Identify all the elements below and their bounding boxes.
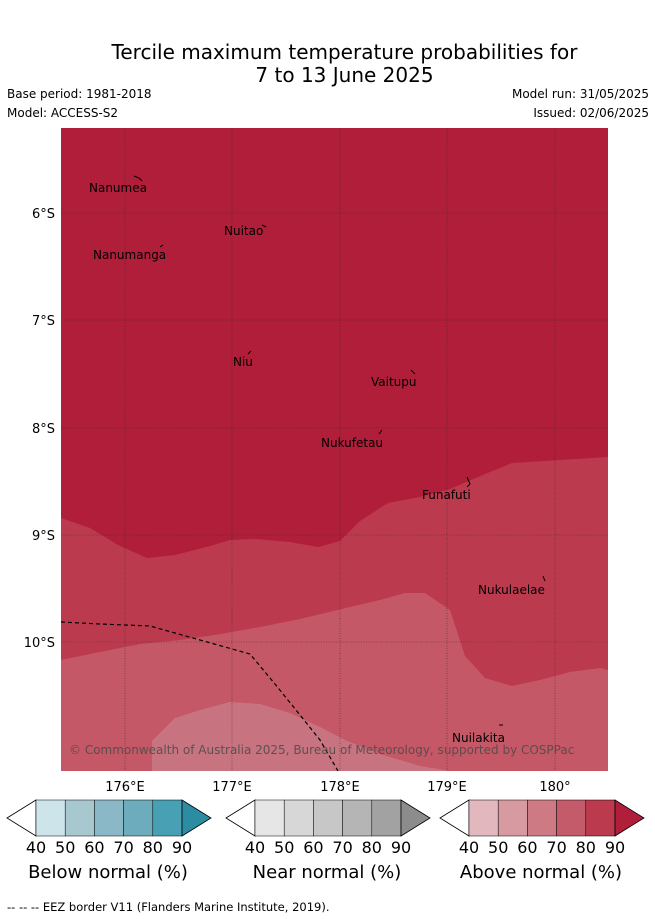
colorbar-segment — [342, 799, 373, 837]
colorbar-segment — [585, 799, 616, 837]
lon-axis: 176°E 177°E 178°E 179°E 180° — [105, 780, 570, 795]
title-line-2: 7 to 13 June 2025 — [255, 63, 434, 87]
island-outlines — [133, 175, 546, 726]
colorbar-tick-label: 50 — [55, 838, 75, 857]
base-period: Base period: 1981-2018 — [7, 87, 152, 101]
near-normal-label: Near normal (%) — [252, 862, 402, 883]
lon-label: 176°E — [105, 780, 145, 795]
place-label: Nanumea — [89, 181, 147, 195]
colorbar: 40 50 60 70 80 90 — [439, 799, 645, 857]
colorbar-tick-label: 60 — [303, 838, 323, 857]
place-labels: Nanumea Nuitao Nanumanga Niu Vaitupu Nuk… — [89, 181, 545, 745]
colorbar-segment — [468, 799, 499, 837]
colorbar-tick-label: 40 — [245, 838, 265, 857]
colorbar-segment — [497, 799, 528, 837]
colorbar-tick-label: 70 — [113, 838, 133, 857]
colorbar-tick-label: 70 — [546, 838, 566, 857]
colorbar-tick-label: 80 — [362, 838, 382, 857]
lon-label: 178°E — [320, 780, 360, 795]
colorbar-tick-label: 90 — [172, 838, 192, 857]
colorbar-tick-label: 70 — [332, 838, 352, 857]
lon-label: 179°E — [427, 780, 467, 795]
colorbar-tick-label: 60 — [517, 838, 537, 857]
colorbar-segment — [152, 799, 183, 837]
copyright-notice: © Commonwealth of Australia 2025, Bureau… — [69, 743, 574, 757]
colorbar-legend: 40 50 60 70 80 90 40 50 60 70 80 90 40 50 60 70 80 90 — [6, 799, 645, 857]
colorbar-tick-label: 80 — [576, 838, 596, 857]
place-label: Nukulaelae — [478, 583, 545, 597]
colorbar-tick-label: 80 — [143, 838, 163, 857]
colorbar-tick-label: 60 — [84, 838, 104, 857]
above-normal-label: Above normal (%) — [459, 862, 623, 883]
colorbar-tick-label: 50 — [274, 838, 294, 857]
model-run: Model run: 31/05/2025 — [511, 87, 649, 101]
title-line-1: Tercile maximum temperature probabilitie… — [111, 40, 578, 64]
lat-label: 6°S — [32, 207, 55, 222]
colorbar-under-triangle — [225, 799, 256, 837]
lat-label: 9°S — [32, 529, 55, 544]
lat-label: 10°S — [24, 636, 55, 651]
colorbar-segment — [35, 799, 66, 837]
colorbar-segment — [371, 799, 402, 837]
place-label: Nukufetau — [321, 436, 383, 450]
lat-label: 8°S — [32, 422, 55, 437]
probability-fill: Nanumea Nuitao Nanumanga Niu Vaitupu Nuk… — [61, 128, 608, 771]
lat-axis: 6°S 7°S 8°S 9°S 10°S — [24, 207, 55, 651]
below-normal-label: Below normal (%) — [28, 862, 188, 883]
colorbar-under-triangle — [439, 799, 470, 837]
colorbar-segment — [556, 799, 587, 837]
issued-date: Issued: 02/06/2025 — [533, 106, 649, 120]
map-title: Tercile maximum temperature probabilitie… — [0, 41, 655, 87]
colorbar-tick-label: 40 — [26, 838, 46, 857]
lat-label: 7°S — [32, 314, 55, 329]
model-name: Model: ACCESS-S2 — [7, 106, 119, 120]
colorbar-over-triangle — [614, 799, 645, 837]
place-label: Nuilakita — [452, 731, 505, 745]
colorbar: 40 50 60 70 80 90 — [225, 799, 431, 857]
colorbar-tick-label: 50 — [488, 838, 508, 857]
place-label: Niu — [233, 355, 253, 369]
colorbar-segment — [123, 799, 154, 837]
place-label: Nanumanga — [93, 248, 166, 262]
colorbar-tick-label: 40 — [459, 838, 479, 857]
colorbar-tick-label: 90 — [391, 838, 411, 857]
colorbar-segment — [283, 799, 314, 837]
eez-footnote: -- -- -- EEZ border V11 (Flanders Marine… — [7, 900, 330, 914]
graticule — [61, 128, 608, 771]
place-label: Nuitao — [224, 224, 263, 238]
colorbar-segment — [527, 799, 557, 837]
lon-label: 177°E — [212, 780, 252, 795]
colorbar-over-triangle — [400, 799, 431, 837]
colorbar-segment — [313, 799, 343, 837]
lon-label: 180° — [539, 780, 570, 795]
fill-zone-60 — [152, 702, 450, 771]
colorbar-segment — [94, 799, 124, 837]
colorbar-over-triangle — [181, 799, 212, 837]
colorbar: 40 50 60 70 80 90 — [6, 799, 212, 857]
colorbar-segment — [64, 799, 95, 837]
colorbar-under-triangle — [6, 799, 37, 837]
colorbar-tick-label: 90 — [605, 838, 625, 857]
colorbar-segment — [254, 799, 285, 837]
place-label: Vaitupu — [371, 375, 417, 389]
eez-border — [61, 621, 339, 771]
place-label: Funafuti — [422, 488, 471, 502]
